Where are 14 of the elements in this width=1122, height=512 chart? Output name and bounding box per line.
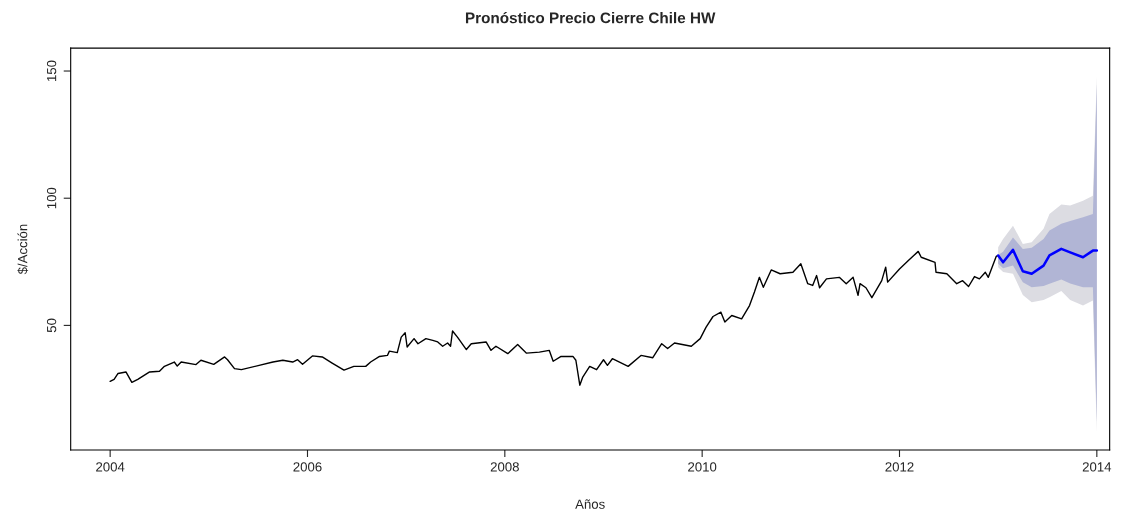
x-tick-label: 2008 — [490, 462, 519, 472]
y-tick-label: 150 — [46, 60, 57, 82]
y-tick-label: 50 — [46, 318, 57, 333]
line-series — [996, 247, 1099, 276]
y-tick-label: 100 — [46, 187, 57, 209]
x-tick-label: 2006 — [293, 462, 322, 472]
x-axis-title: Años — [575, 499, 605, 509]
x-tick-label: 2012 — [885, 462, 914, 472]
y-axis-title: $/Acción — [17, 224, 29, 275]
x-tick-label: 2010 — [688, 462, 717, 472]
x-tick-label: 2004 — [96, 462, 125, 472]
x-tick-label: 2014 — [1082, 462, 1112, 472]
chart-title: Pronóstico Precio Cierre Chile HW — [465, 11, 716, 24]
line-series — [109, 250, 999, 386]
